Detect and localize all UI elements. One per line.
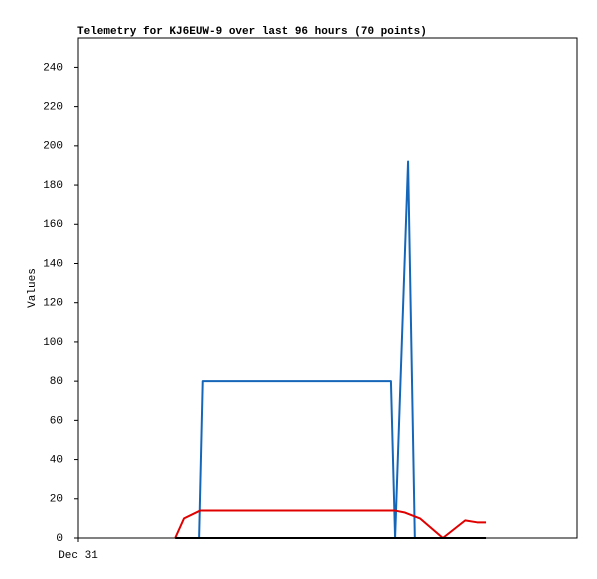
y-tick-label: 200 — [43, 141, 63, 153]
y-tick-label: 20 — [50, 494, 63, 506]
y-tick-label: 80 — [50, 376, 63, 388]
y-tick-label: 100 — [43, 337, 63, 349]
y-tick-label: 220 — [43, 102, 63, 114]
y-axis-label: Values — [27, 268, 39, 308]
y-tick-label: 240 — [43, 62, 63, 74]
series-line — [198, 160, 416, 539]
series-line — [174, 509, 487, 539]
y-tick-label: 40 — [50, 454, 63, 466]
y-tick-label: 60 — [50, 415, 63, 427]
y-tick-label: 160 — [43, 219, 63, 231]
plot-frame — [77, 37, 578, 539]
y-tick-label: 0 — [56, 533, 63, 545]
y-tick-label: 180 — [43, 180, 63, 192]
y-tick-label: 140 — [43, 258, 63, 270]
y-tick-label: 120 — [43, 298, 63, 310]
x-tick-label: Dec 31 — [58, 550, 98, 562]
chart-title: Telemetry for KJ6EUW-9 over last 96 hour… — [77, 26, 427, 38]
